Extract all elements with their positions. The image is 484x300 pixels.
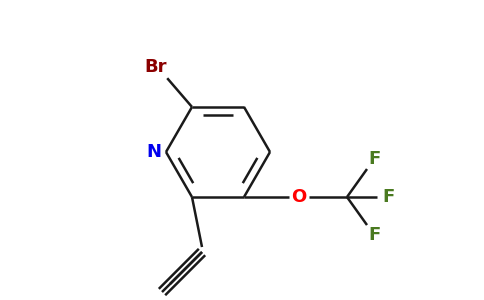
Text: F: F <box>369 150 381 168</box>
Text: F: F <box>383 188 395 206</box>
Text: Br: Br <box>144 58 166 76</box>
Text: O: O <box>291 188 307 206</box>
Text: F: F <box>369 226 381 244</box>
Text: N: N <box>147 143 162 161</box>
